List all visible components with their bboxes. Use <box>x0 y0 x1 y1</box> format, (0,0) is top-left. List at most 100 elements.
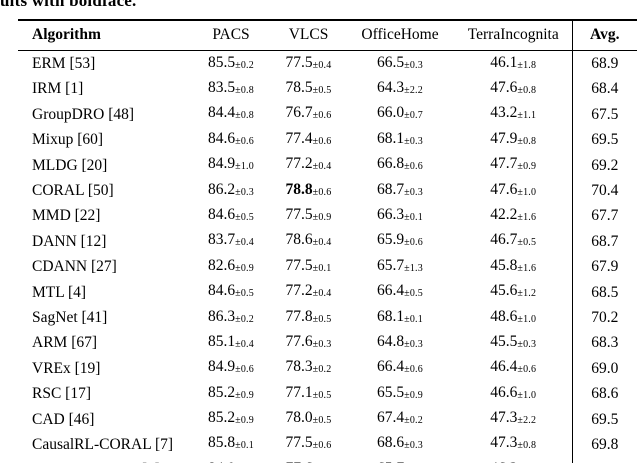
score-cell: 77.4±0.6 <box>272 127 345 152</box>
score-value: 65.7 <box>377 460 404 463</box>
score-value: 65.5 <box>377 383 405 401</box>
score-value: 48.6 <box>490 307 518 325</box>
score-cell: 68.7±0.3 <box>345 178 455 203</box>
score-value: 84.4 <box>208 104 236 122</box>
score-cell: 83.7±0.4 <box>190 229 272 254</box>
score-stddev: ±0.7 <box>404 110 423 122</box>
score-cell: 86.2±0.3 <box>190 178 272 203</box>
algorithm-name: ERM [53] <box>32 55 96 73</box>
avg-cell: 67.7 <box>571 203 637 229</box>
score-value: 47.6 <box>490 180 518 198</box>
algorithm-name: SagNet [41] <box>32 309 108 326</box>
score-value: 84.9 <box>208 358 236 376</box>
table-row: CAD [46] 85.2±0.9 78.0±0.5 67.4±0.2 47.3±2.2… <box>18 406 637 432</box>
score-stddev: ±0.6 <box>312 186 332 198</box>
table-row: CORAL [50] 86.2±0.3 78.8±0.6 68.7±0.3 47.6±1… <box>18 177 637 204</box>
score-stddev: ±0.8 <box>517 135 537 147</box>
score-cell: 47.3±0.8 <box>455 432 572 457</box>
score-value: 78.0 <box>285 409 313 427</box>
column-header-vlcs: VLCS <box>272 20 345 51</box>
score-cell: 46.3±0.9 <box>455 457 572 463</box>
avg-cell: 70.2 <box>571 304 637 331</box>
score-cell: 78.3±0.2 <box>272 356 345 381</box>
score-value: 86.2 <box>208 180 236 198</box>
score-cell: 47.6±0.8 <box>455 76 572 101</box>
score-stddev: ±0.5 <box>404 288 423 300</box>
table-row: CDANN [27] 82.6±0.9 77.5±0.1 65.7±1.3 45.8±1… <box>18 254 637 280</box>
score-value: 66.4 <box>377 282 405 300</box>
score-cell: 66.4±0.5 <box>345 280 455 305</box>
score-stddev: ±0.4 <box>312 161 332 173</box>
score-value: 68.7 <box>377 180 405 198</box>
score-cell: 45.8±1.6 <box>455 254 572 279</box>
avg-cell: 68.4 <box>571 76 637 102</box>
score-stddev: ±0.5 <box>235 211 254 223</box>
score-cell: 84.9±0.6 <box>190 356 272 381</box>
score-stddev: ±0.6 <box>517 364 537 376</box>
algorithm-name: DANN [12] <box>32 232 107 250</box>
score-cell: 76.7±0.6 <box>272 102 345 127</box>
score-value: 64.8 <box>377 332 405 350</box>
score-value: 84.0 <box>208 460 235 463</box>
score-value: 78.3 <box>285 358 313 376</box>
score-cell: 84.6±0.5 <box>190 203 272 228</box>
score-value: 86.3 <box>208 307 236 325</box>
table-row: MTL [4] 84.6±0.5 77.2±0.4 66.4±0.5 45.6±1.2 6… <box>18 279 637 305</box>
score-stddev: ±0.3 <box>404 135 423 147</box>
score-cell: 86.3±0.2 <box>190 305 272 330</box>
avg-cell: 68.4 <box>571 457 637 463</box>
avg-cell: 68.3 <box>571 330 637 356</box>
score-value: 66.5 <box>377 53 405 71</box>
score-value: 76.7 <box>285 104 313 122</box>
avg-cell: 68.6 <box>571 381 637 407</box>
score-cell: 64.3±2.2 <box>345 76 455 101</box>
algorithm-name: CORAL [50] <box>32 182 114 200</box>
score-cell: 43.2±1.1 <box>455 102 572 127</box>
avg-cell: 67.5 <box>571 101 637 128</box>
score-value: 85.1 <box>208 332 236 350</box>
score-cell: 47.3±2.2 <box>455 406 572 431</box>
score-value: 84.6 <box>208 205 236 223</box>
score-cell: 78.0±0.5 <box>272 406 345 431</box>
score-cell: 46.7±0.5 <box>455 229 572 254</box>
score-stddev: ±0.4 <box>235 338 254 350</box>
score-cell: 77.6±0.4 <box>272 457 345 463</box>
table-row: SagNet [41] 86.3±0.2 77.8±0.5 68.1±0.1 48.6±… <box>18 304 637 331</box>
score-stddev: ±0.6 <box>312 135 332 147</box>
score-cell: 45.5±0.3 <box>455 330 572 355</box>
score-value: 82.6 <box>208 256 236 274</box>
score-cell: 77.6±0.3 <box>272 330 345 355</box>
score-stddev: ±0.6 <box>404 237 423 249</box>
score-stddev: ±0.4 <box>312 59 332 71</box>
score-stddev: ±0.3 <box>404 59 423 71</box>
score-cell: 68.6±0.3 <box>345 432 455 457</box>
score-value: 77.4 <box>285 129 313 147</box>
score-value: 65.9 <box>377 231 405 249</box>
score-stddev: ±0.9 <box>404 389 423 401</box>
avg-cell: 68.5 <box>571 279 637 305</box>
score-cell: 68.1±0.3 <box>345 127 455 152</box>
score-stddev: ±0.1 <box>404 211 423 223</box>
caption-text: ults with boldface. <box>0 0 137 10</box>
score-stddev: ±0.3 <box>517 338 537 350</box>
score-stddev: ±0.9 <box>235 389 254 401</box>
score-cell: 78.6±0.4 <box>272 229 345 254</box>
score-value: 77.2 <box>285 282 313 300</box>
table-row: GroupDRO [48] 84.4±0.8 76.7±0.6 66.0±0.7 43.… <box>18 101 637 128</box>
score-stddev: ±0.1 <box>235 440 254 452</box>
avg-cell: 67.9 <box>571 254 637 280</box>
table-row: ARM [67] 85.1±0.4 77.6±0.3 64.8±0.3 45.5±0.3… <box>18 330 637 356</box>
score-stddev: ±0.6 <box>404 161 423 173</box>
score-cell: 77.2±0.4 <box>272 280 345 305</box>
score-value: 43.2 <box>490 104 518 122</box>
table-row: RSC [17] 85.2±0.9 77.1±0.5 65.5±0.9 46.6±1.0… <box>18 381 637 407</box>
score-cell: 84.6±0.6 <box>190 127 272 152</box>
score-value: 47.3 <box>490 409 518 427</box>
score-cell: 46.4±0.6 <box>455 356 572 381</box>
score-value: 77.2 <box>285 155 313 173</box>
score-value: 66.0 <box>377 104 405 122</box>
column-header-officehome: OfficeHome <box>345 20 455 51</box>
score-value: 77.5 <box>285 256 313 274</box>
score-stddev: ±1.6 <box>517 262 537 274</box>
